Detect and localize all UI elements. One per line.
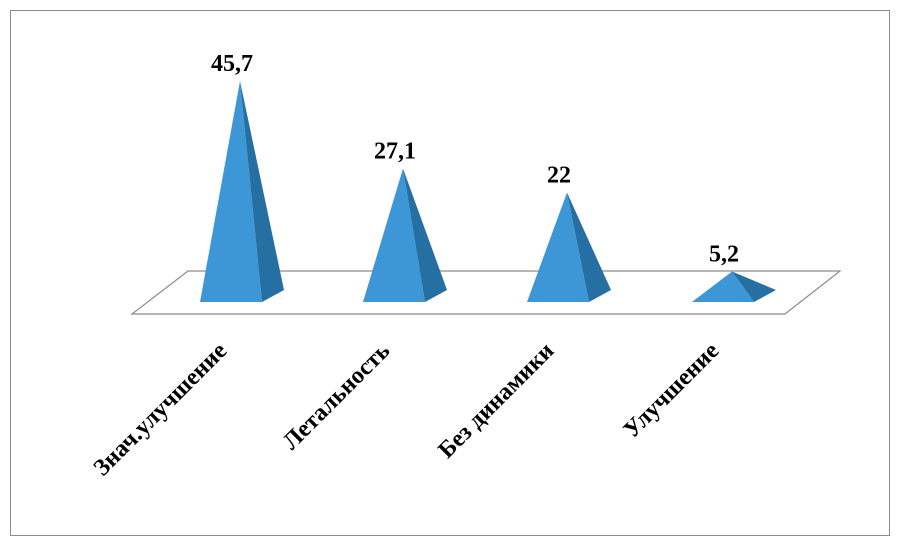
value-label-2: 27,1 (374, 139, 416, 165)
pyramid-front-1 (200, 81, 262, 302)
category-label-1: Знач.улучшение (89, 338, 233, 482)
value-label-1: 45,7 (211, 51, 253, 77)
category-label-4: Улучшение (619, 338, 725, 444)
pyramid-series (200, 81, 776, 302)
pyramid-front-3 (527, 192, 589, 302)
pyramid-front-2 (363, 168, 425, 302)
category-label-2: Летальность (278, 338, 395, 455)
value-labels: 45,7 27,1 22 5,2 (211, 51, 739, 268)
pyramid-side-3 (567, 192, 611, 302)
value-label-4: 5,2 (709, 242, 739, 268)
chart-floor (130, 270, 842, 315)
pyramid-front-4 (692, 271, 754, 302)
category-label-3: Без динамики (434, 338, 560, 464)
value-label-3: 22 (547, 162, 571, 188)
pyramid-side-4 (732, 271, 776, 302)
category-labels: Знач.улучшение Летальность Без динамики Улу… (89, 338, 725, 482)
pyramid-side-1 (240, 81, 284, 302)
pyramid-side-2 (403, 168, 447, 302)
